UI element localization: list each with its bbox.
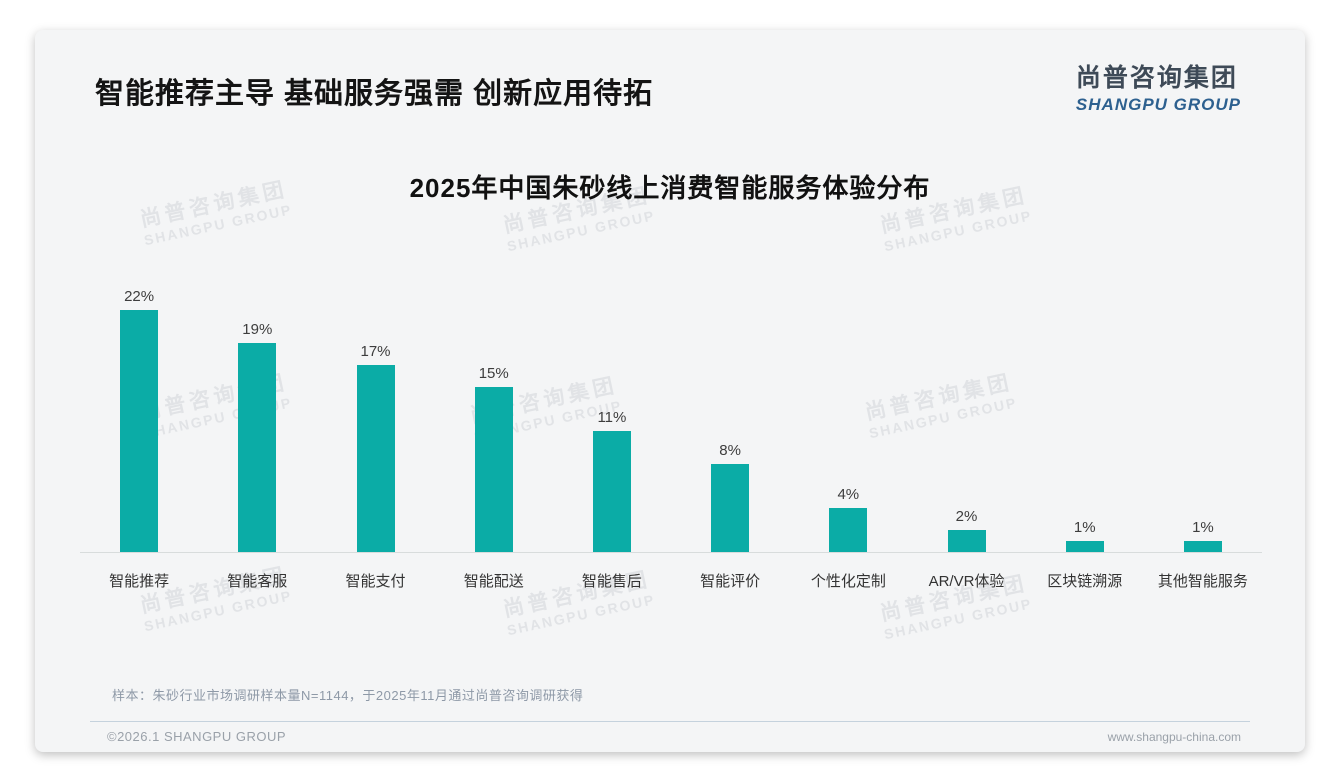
category-label: 智能配送 xyxy=(463,573,524,590)
bar-column: 22% xyxy=(80,270,198,552)
category-label: 区块链溯源 xyxy=(1047,573,1123,590)
page-title: 智能推荐主导 基础服务强需 创新应用待拓 xyxy=(95,78,654,110)
category-label: 其他智能服务 xyxy=(1157,573,1248,590)
bar-value-label: 22% xyxy=(124,288,155,305)
chart-title: 2025年中国朱砂线上消费智能服务体验分布 xyxy=(409,173,931,203)
bar-value-label: 1% xyxy=(1192,519,1214,536)
bar xyxy=(592,431,631,552)
footer: ©2026.1 SHANGPU GROUP www.shangpu-china.… xyxy=(107,729,1241,744)
bar-column: 8% xyxy=(671,270,789,552)
copyright-text: ©2026.1 SHANGPU GROUP xyxy=(107,729,287,744)
bar xyxy=(1183,541,1222,552)
bar-column: 1% xyxy=(1026,270,1144,552)
bar xyxy=(238,343,277,552)
bar xyxy=(356,365,395,552)
category-row: 智能推荐 智能客服 智能支付 智能配送 智能售后 智能评价 个性化定制 AR/VR体验 区块链溯… xyxy=(80,570,1262,591)
company-logo: 尚普咨询集团 SHANGPU GROUP xyxy=(1076,58,1241,115)
sample-note: 样本：朱砂行业市场调研样本量N=1144，于2025年11月通过尚普咨询调研获得 xyxy=(112,688,584,703)
bar xyxy=(947,530,986,552)
bar-value-label: 17% xyxy=(360,343,391,360)
bar xyxy=(474,387,513,552)
bar-value-label: 8% xyxy=(719,442,741,459)
bar-column: 4% xyxy=(789,270,907,552)
bar-value-label: 1% xyxy=(1073,519,1096,536)
logo-english-text: SHANGPU GROUP xyxy=(1075,95,1241,114)
plot-area: 22% 19% 17% 15% 11% 8% 4% 2% 1% 1% xyxy=(80,270,1262,553)
slide-card: 尚普咨询集团 SHANGPU GROUP 尚普咨询集团 SHANGPU GROUP 尚普… xyxy=(35,30,1305,752)
bar-value-label: 15% xyxy=(478,365,509,382)
bar-value-label: 2% xyxy=(955,508,978,525)
bar xyxy=(120,310,159,552)
category-label: 智能客服 xyxy=(227,573,288,590)
category-label: 智能推荐 xyxy=(109,573,170,590)
bar-column: 19% xyxy=(198,270,316,552)
footer-divider xyxy=(90,721,1250,722)
bar-column: 11% xyxy=(553,270,671,552)
logo-chinese-text: 尚普咨询集团 xyxy=(1075,64,1238,92)
category-label: 智能售后 xyxy=(581,573,642,590)
bar xyxy=(711,464,750,552)
bar-column: 15% xyxy=(435,270,553,552)
bar-value-label: 11% xyxy=(597,409,627,426)
bar-column: 17% xyxy=(316,270,434,552)
bar xyxy=(1065,541,1104,552)
category-label: AR/VR体验 xyxy=(928,573,1005,590)
category-label: 智能支付 xyxy=(345,573,406,590)
bar-column: 1% xyxy=(1144,270,1262,552)
category-label: 个性化定制 xyxy=(810,573,886,590)
bar-value-label: 19% xyxy=(242,321,273,338)
bar-value-label: 4% xyxy=(837,486,860,503)
bar-column: 2% xyxy=(907,270,1025,552)
category-label: 智能评价 xyxy=(700,573,761,590)
website-url: www.shangpu-china.com xyxy=(1107,729,1241,744)
bar xyxy=(829,508,868,552)
